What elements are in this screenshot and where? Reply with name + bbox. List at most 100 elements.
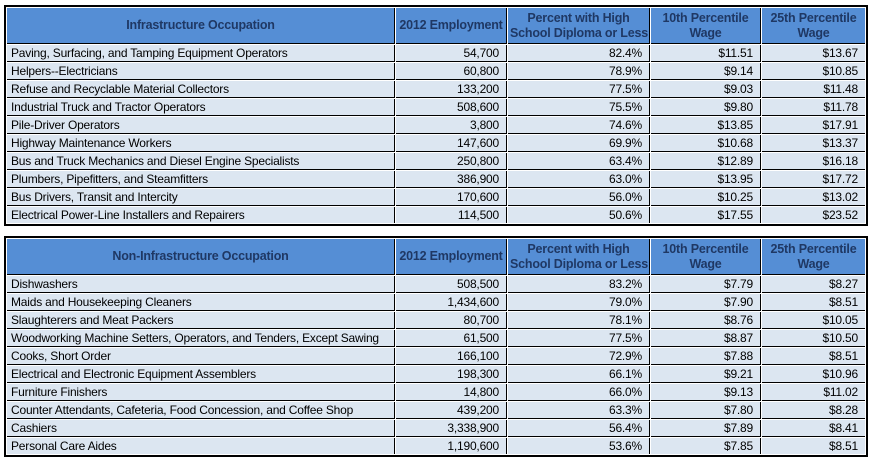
- cell-wage-25th-percentile: $13.37: [762, 135, 865, 152]
- cell-wage-10th-percentile: $13.85: [651, 117, 761, 134]
- table-row: Electrical and Electronic Equipment Asse…: [7, 366, 865, 383]
- cell-wage-10th-percentile: $8.87: [651, 330, 761, 347]
- cell-wage-25th-percentile: $10.96: [762, 366, 865, 383]
- cell-employment-2012: 250,800: [396, 153, 507, 170]
- cell-percent-hs-diploma-or-less: 63.0%: [508, 171, 650, 188]
- cell-wage-10th-percentile: $7.79: [651, 276, 761, 293]
- cell-wage-10th-percentile: $9.03: [651, 81, 761, 98]
- cell-wage-25th-percentile: $17.91: [762, 117, 865, 134]
- infrastructure-occupation-table: Infrastructure Occupation 2012 Employment…: [4, 5, 868, 226]
- cell-percent-hs-diploma-or-less: 50.6%: [508, 207, 650, 223]
- cell-employment-2012: 60,800: [396, 63, 507, 80]
- cell-wage-10th-percentile: $7.90: [651, 294, 761, 311]
- cell-wage-25th-percentile: $8.27: [762, 276, 865, 293]
- cell-wage-10th-percentile: $10.25: [651, 189, 761, 206]
- cell-wage-25th-percentile: $11.48: [762, 81, 865, 98]
- cell-occupation: Counter Attendants, Cafeteria, Food Conc…: [7, 402, 395, 419]
- header-row: Non-Infrastructure Occupation 2012 Employ…: [7, 239, 865, 275]
- cell-percent-hs-diploma-or-less: 78.9%: [508, 63, 650, 80]
- cell-percent-hs-diploma-or-less: 63.4%: [508, 153, 650, 170]
- cell-wage-10th-percentile: $8.76: [651, 312, 761, 329]
- cell-percent-hs-diploma-or-less: 56.4%: [508, 420, 650, 437]
- cell-occupation: Electrical Power-Line Installers and Rep…: [7, 207, 395, 223]
- cell-wage-25th-percentile: $13.67: [762, 45, 865, 62]
- cell-employment-2012: 508,500: [396, 276, 507, 293]
- table-row: Bus Drivers, Transit and Intercity 170,60…: [7, 189, 865, 206]
- cell-occupation: Maids and Housekeeping Cleaners: [7, 294, 395, 311]
- cell-wage-10th-percentile: $7.89: [651, 420, 761, 437]
- column-header-occupation: Non-Infrastructure Occupation: [7, 239, 395, 275]
- cell-percent-hs-diploma-or-less: 56.0%: [508, 189, 650, 206]
- cell-occupation: Highway Maintenance Workers: [7, 135, 395, 152]
- table-row: Maids and Housekeeping Cleaners 1,434,600…: [7, 294, 865, 311]
- cell-percent-hs-diploma-or-less: 77.5%: [508, 81, 650, 98]
- cell-wage-10th-percentile: $10.68: [651, 135, 761, 152]
- table-row: Helpers--Electricians 60,800 78.9% $9.14 $10…: [7, 63, 865, 80]
- cell-wage-25th-percentile: $10.85: [762, 63, 865, 80]
- table-row: Slaughterers and Meat Packers 80,700 78.1%…: [7, 312, 865, 329]
- table-row: Plumbers, Pipefitters, and Steamfitters 3…: [7, 171, 865, 188]
- cell-wage-25th-percentile: $11.78: [762, 99, 865, 116]
- cell-wage-10th-percentile: $17.55: [651, 207, 761, 223]
- cell-wage-10th-percentile: $13.95: [651, 171, 761, 188]
- cell-percent-hs-diploma-or-less: 78.1%: [508, 312, 650, 329]
- cell-percent-hs-diploma-or-less: 82.4%: [508, 45, 650, 62]
- column-header-wage-10th-percentile: 10th Percentile Wage: [651, 8, 761, 44]
- cell-employment-2012: 166,100: [396, 348, 507, 365]
- table-row: Cashiers 3,338,900 56.4% $7.89 $8.41: [7, 420, 865, 437]
- cell-employment-2012: 54,700: [396, 45, 507, 62]
- table-row: Bus and Truck Mechanics and Diesel Engin…: [7, 153, 865, 170]
- cell-percent-hs-diploma-or-less: 66.1%: [508, 366, 650, 383]
- cell-employment-2012: 439,200: [396, 402, 507, 419]
- cell-occupation: Pile-Driver Operators: [7, 117, 395, 134]
- cell-occupation: Dishwashers: [7, 276, 395, 293]
- cell-wage-10th-percentile: $11.51: [651, 45, 761, 62]
- cell-employment-2012: 114,500: [396, 207, 507, 223]
- cell-employment-2012: 508,600: [396, 99, 507, 116]
- cell-wage-25th-percentile: $23.52: [762, 207, 865, 223]
- infrastructure-table-header: Infrastructure Occupation 2012 Employment…: [7, 8, 865, 44]
- cell-wage-10th-percentile: $7.85: [651, 438, 761, 454]
- cell-wage-10th-percentile: $9.21: [651, 366, 761, 383]
- cell-wage-25th-percentile: $11.02: [762, 384, 865, 401]
- table-row: Personal Care Aides 1,190,600 53.6% $7.85 $8…: [7, 438, 865, 454]
- cell-percent-hs-diploma-or-less: 53.6%: [508, 438, 650, 454]
- cell-wage-10th-percentile: $7.80: [651, 402, 761, 419]
- cell-occupation: Industrial Truck and Tractor Operators: [7, 99, 395, 116]
- cell-employment-2012: 61,500: [396, 330, 507, 347]
- cell-occupation: Helpers--Electricians: [7, 63, 395, 80]
- cell-percent-hs-diploma-or-less: 79.0%: [508, 294, 650, 311]
- cell-employment-2012: 133,200: [396, 81, 507, 98]
- cell-occupation: Personal Care Aides: [7, 438, 395, 454]
- cell-occupation: Plumbers, Pipefitters, and Steamfitters: [7, 171, 395, 188]
- table-row: Furniture Finishers 14,800 66.0% $9.13 $11.0…: [7, 384, 865, 401]
- cell-occupation: Paving, Surfacing, and Tamping Equipment…: [7, 45, 395, 62]
- table-row: Paving, Surfacing, and Tamping Equipment…: [7, 45, 865, 62]
- cell-employment-2012: 1,190,600: [396, 438, 507, 454]
- cell-employment-2012: 1,434,600: [396, 294, 507, 311]
- column-header-wage-25th-percentile: 25th Percentile Wage: [762, 8, 865, 44]
- cell-wage-25th-percentile: $8.28: [762, 402, 865, 419]
- cell-wage-25th-percentile: $10.50: [762, 330, 865, 347]
- non-infrastructure-table-body: Dishwashers 508,500 83.2% $7.79 $8.27 Maids a…: [7, 276, 865, 454]
- cell-percent-hs-diploma-or-less: 75.5%: [508, 99, 650, 116]
- cell-percent-hs-diploma-or-less: 69.9%: [508, 135, 650, 152]
- cell-percent-hs-diploma-or-less: 63.3%: [508, 402, 650, 419]
- cell-employment-2012: 3,338,900: [396, 420, 507, 437]
- cell-occupation: Cooks, Short Order: [7, 348, 395, 365]
- cell-wage-10th-percentile: $9.13: [651, 384, 761, 401]
- cell-percent-hs-diploma-or-less: 72.9%: [508, 348, 650, 365]
- cell-employment-2012: 3,800: [396, 117, 507, 134]
- cell-wage-25th-percentile: $17.72: [762, 171, 865, 188]
- table-row: Electrical Power-Line Installers and Rep…: [7, 207, 865, 223]
- cell-wage-25th-percentile: $8.51: [762, 294, 865, 311]
- column-header-occupation: Infrastructure Occupation: [7, 8, 395, 44]
- table-row: Pile-Driver Operators 3,800 74.6% $13.85 $17…: [7, 117, 865, 134]
- cell-occupation: Cashiers: [7, 420, 395, 437]
- table-row: Industrial Truck and Tractor Operators 50…: [7, 99, 865, 116]
- cell-wage-25th-percentile: $8.41: [762, 420, 865, 437]
- non-infrastructure-occupation-table: Non-Infrastructure Occupation 2012 Employ…: [4, 236, 868, 457]
- cell-occupation: Refuse and Recyclable Material Collector…: [7, 81, 395, 98]
- cell-occupation: Bus and Truck Mechanics and Diesel Engin…: [7, 153, 395, 170]
